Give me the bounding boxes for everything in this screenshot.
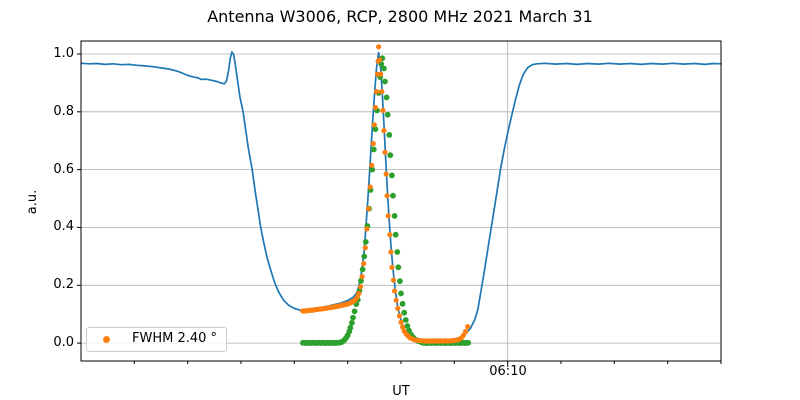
data-points bbox=[300, 44, 471, 344]
legend-label: FWHM 2.40 ° bbox=[132, 331, 218, 346]
y-tick-label-0-4: 0.4 bbox=[53, 219, 74, 234]
y-tick-label-0-8: 0.8 bbox=[53, 104, 74, 119]
plot-frame bbox=[80, 40, 722, 362]
y-tick-label-0-6: 0.6 bbox=[53, 162, 74, 177]
legend-box: FWHM 2.40 ° bbox=[86, 327, 227, 352]
fit-points bbox=[300, 55, 472, 346]
y-tick-label-0-0: 0.0 bbox=[53, 335, 74, 350]
y-axis-label: a.u. bbox=[25, 189, 40, 215]
y-tick-label-1-0: 1.0 bbox=[53, 46, 74, 61]
chart-title: Antenna W3006, RCP, 2800 MHz 2021 March … bbox=[207, 7, 593, 26]
gridlines bbox=[81, 41, 721, 361]
signal-curve bbox=[80, 51, 722, 342]
y-tick-label-0-2: 0.2 bbox=[53, 277, 74, 292]
legend-marker-dot bbox=[103, 336, 110, 343]
x-axis-label: UT bbox=[392, 384, 410, 399]
axis-ticks bbox=[77, 53, 722, 367]
x-tick-label-0610: 06:10 bbox=[489, 364, 527, 379]
